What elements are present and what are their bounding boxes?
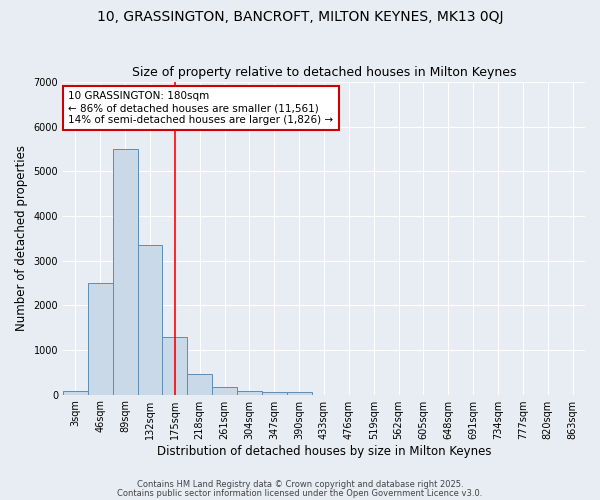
Bar <box>137 245 163 394</box>
Title: Size of property relative to detached houses in Milton Keynes: Size of property relative to detached ho… <box>132 66 516 80</box>
Bar <box>212 386 237 394</box>
Bar <box>237 392 262 394</box>
Bar <box>287 392 311 394</box>
X-axis label: Distribution of detached houses by size in Milton Keynes: Distribution of detached houses by size … <box>157 444 491 458</box>
Bar <box>113 149 137 394</box>
Text: Contains public sector information licensed under the Open Government Licence v3: Contains public sector information licen… <box>118 489 482 498</box>
Bar <box>88 283 113 395</box>
Bar <box>163 336 187 394</box>
Bar <box>187 374 212 394</box>
Text: 10 GRASSINGTON: 180sqm
← 86% of detached houses are smaller (11,561)
14% of semi: 10 GRASSINGTON: 180sqm ← 86% of detached… <box>68 92 334 124</box>
Bar <box>63 390 88 394</box>
Text: 10, GRASSINGTON, BANCROFT, MILTON KEYNES, MK13 0QJ: 10, GRASSINGTON, BANCROFT, MILTON KEYNES… <box>97 10 503 24</box>
Text: Contains HM Land Registry data © Crown copyright and database right 2025.: Contains HM Land Registry data © Crown c… <box>137 480 463 489</box>
Bar <box>262 392 287 394</box>
Y-axis label: Number of detached properties: Number of detached properties <box>15 146 28 332</box>
